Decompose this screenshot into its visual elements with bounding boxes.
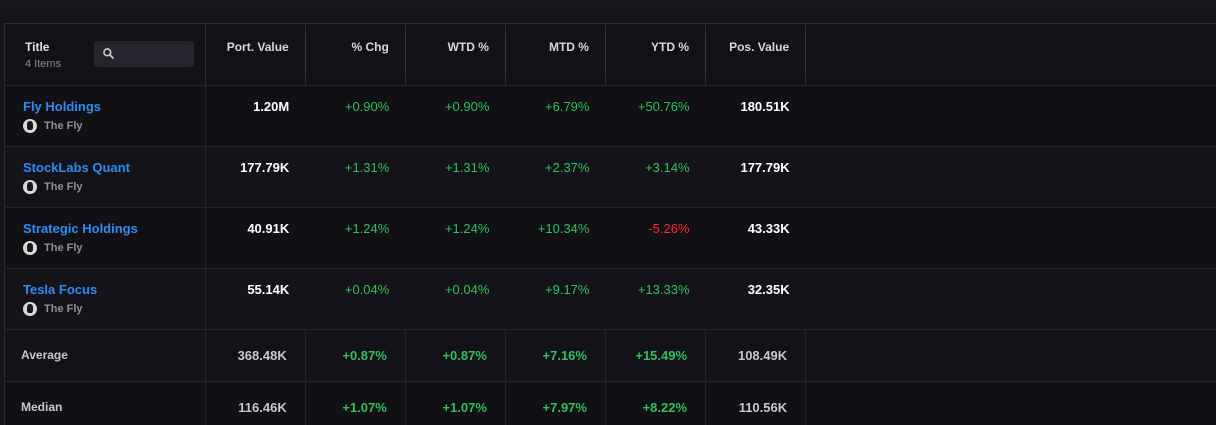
ytd-cell: +13.33% bbox=[605, 268, 706, 330]
item-count: 4 Items bbox=[25, 58, 62, 70]
table-row[interactable]: Strategic Holdings The Fly 40.91K +1.24%… bbox=[5, 207, 1216, 269]
wtd-cell: +0.04% bbox=[405, 268, 506, 330]
ytd-cell: +50.76% bbox=[605, 85, 706, 147]
owner-name: The Fly bbox=[44, 119, 83, 132]
avg-mtd: +7.16% bbox=[505, 329, 606, 382]
median-mtd: +7.97% bbox=[505, 381, 606, 425]
avg-pos-value: 108.49K bbox=[705, 329, 807, 382]
pct-chg-cell: +1.24% bbox=[305, 207, 406, 269]
wtd-cell: +0.90% bbox=[405, 85, 506, 147]
portfolio-table-panel: Title 4 Items Port. Value % Chg WTD % MT… bbox=[4, 23, 1216, 425]
spacer-cell bbox=[805, 146, 1216, 208]
column-header-spacer bbox=[805, 24, 1216, 86]
title-column-label: Title bbox=[25, 40, 50, 54]
owner-avatar bbox=[23, 301, 37, 316]
column-header-pct-chg[interactable]: % Chg bbox=[305, 24, 406, 86]
portfolio-name-link[interactable]: StockLabs Quant bbox=[23, 159, 130, 175]
wtd-cell: +1.24% bbox=[405, 207, 506, 269]
avg-ytd: +15.49% bbox=[605, 329, 707, 382]
pct-chg-cell: +0.90% bbox=[305, 85, 406, 147]
owner: The Fly bbox=[23, 301, 205, 316]
port-value-cell: 55.14K bbox=[205, 268, 306, 330]
mtd-cell: +9.17% bbox=[505, 268, 606, 330]
column-header-title[interactable]: Title 4 Items bbox=[5, 24, 206, 86]
portfolio-name-link[interactable]: Fly Holdings bbox=[23, 98, 101, 114]
port-value-cell: 1.20M bbox=[205, 85, 306, 147]
pos-value-cell: 43.33K bbox=[705, 207, 806, 269]
spacer-cell bbox=[805, 329, 1216, 382]
title-cell: StockLabs Quant The Fly bbox=[5, 146, 206, 208]
pos-value-cell: 32.35K bbox=[705, 268, 806, 330]
owner: The Fly bbox=[23, 118, 205, 133]
avg-port-value: 368.48K bbox=[205, 329, 306, 382]
pos-value-cell: 177.79K bbox=[705, 146, 806, 208]
owner-name: The Fly bbox=[44, 180, 83, 193]
title-cell: Strategic Holdings The Fly bbox=[5, 207, 206, 269]
pos-value-cell: 180.51K bbox=[705, 85, 806, 147]
ytd-cell: -5.26% bbox=[605, 207, 706, 269]
table-row[interactable]: StockLabs Quant The Fly 177.79K +1.31% +… bbox=[5, 146, 1216, 208]
median-port-value: 116.46K bbox=[205, 381, 306, 425]
owner-avatar bbox=[23, 118, 37, 133]
owner: The Fly bbox=[23, 179, 205, 194]
summary-row-average: Average 368.48K +0.87% +0.87% +7.16% +15… bbox=[5, 329, 1216, 382]
avg-pct-chg: +0.87% bbox=[305, 329, 406, 382]
column-header-port-value[interactable]: Port. Value bbox=[205, 24, 306, 86]
owner-avatar bbox=[23, 240, 37, 255]
summary-label: Average bbox=[5, 329, 206, 382]
spacer-cell bbox=[805, 207, 1216, 269]
search-icon bbox=[103, 48, 114, 59]
mtd-cell: +2.37% bbox=[505, 146, 606, 208]
median-wtd: +1.07% bbox=[405, 381, 506, 425]
summary-row-median: Median 116.46K +1.07% +1.07% +7.97% +8.2… bbox=[5, 381, 1216, 425]
title-cell: Tesla Focus The Fly bbox=[5, 268, 206, 330]
mtd-cell: +10.34% bbox=[505, 207, 606, 269]
median-ytd: +8.22% bbox=[605, 381, 707, 425]
portfolio-name-link[interactable]: Strategic Holdings bbox=[23, 220, 138, 236]
table-header-row: Title 4 Items Port. Value % Chg WTD % MT… bbox=[5, 24, 1216, 86]
avg-wtd: +0.87% bbox=[405, 329, 506, 382]
owner-name: The Fly bbox=[44, 241, 83, 254]
wtd-cell: +1.31% bbox=[405, 146, 506, 208]
owner: The Fly bbox=[23, 240, 205, 255]
table-row[interactable]: Fly Holdings The Fly 1.20M +0.90% +0.90%… bbox=[5, 85, 1216, 147]
column-header-wtd[interactable]: WTD % bbox=[405, 24, 506, 86]
port-value-cell: 177.79K bbox=[205, 146, 306, 208]
spacer-cell bbox=[805, 85, 1216, 147]
owner-name: The Fly bbox=[44, 302, 83, 315]
column-header-ytd[interactable]: YTD % bbox=[605, 24, 707, 86]
spacer-cell bbox=[805, 268, 1216, 330]
pct-chg-cell: +1.31% bbox=[305, 146, 406, 208]
column-header-mtd[interactable]: MTD % bbox=[505, 24, 606, 86]
port-value-cell: 40.91K bbox=[205, 207, 306, 269]
spacer-cell bbox=[805, 381, 1216, 425]
owner-avatar bbox=[23, 179, 37, 194]
median-pos-value: 110.56K bbox=[705, 381, 807, 425]
summary-label: Median bbox=[5, 381, 206, 425]
column-header-pos-value[interactable]: Pos. Value bbox=[705, 24, 807, 86]
top-strip bbox=[0, 0, 1216, 23]
table-row[interactable]: Tesla Focus The Fly 55.14K +0.04% +0.04%… bbox=[5, 268, 1216, 330]
ytd-cell: +3.14% bbox=[605, 146, 706, 208]
median-pct-chg: +1.07% bbox=[305, 381, 406, 425]
mtd-cell: +6.79% bbox=[505, 85, 606, 147]
portfolio-name-link[interactable]: Tesla Focus bbox=[23, 281, 98, 297]
search-input[interactable] bbox=[94, 41, 194, 67]
title-cell: Fly Holdings The Fly bbox=[5, 85, 206, 147]
portfolio-table: Title 4 Items Port. Value % Chg WTD % MT… bbox=[5, 24, 1216, 425]
pct-chg-cell: +0.04% bbox=[305, 268, 406, 330]
